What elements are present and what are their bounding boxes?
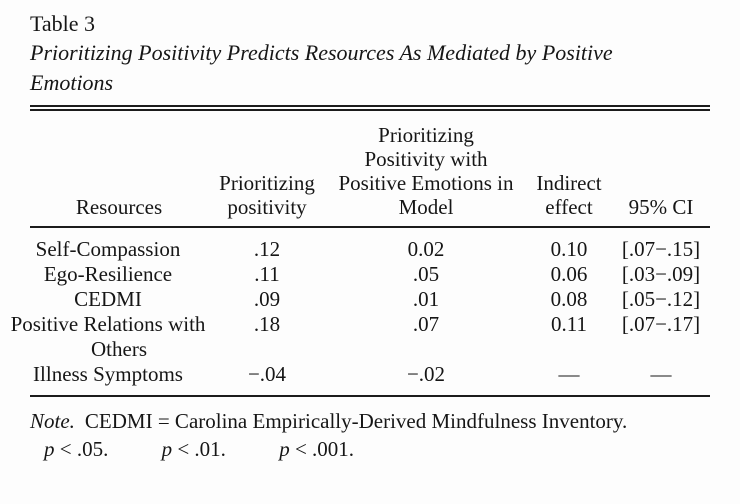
resource-cell: Positive Relations with Others (10, 312, 206, 361)
column-header-95ci: 95% CI (612, 123, 710, 227)
table-header: Resources Prioritizing positivity Priori… (30, 123, 710, 227)
column-header-label: Prioritizing Positivity with Positive Em… (338, 123, 514, 219)
top-double-rule (30, 105, 710, 111)
table-title: Prioritizing Positivity Predicts Resourc… (30, 40, 613, 95)
value-cell: 0.08 (550, 287, 588, 311)
table-row: Illness Symptoms −.04 −.02 — — (30, 362, 710, 396)
value-cell: .11 (254, 262, 280, 286)
value-cell: .18 (253, 312, 281, 336)
value-cell: .01 (412, 287, 440, 311)
p-threshold: < .001. (294, 437, 355, 461)
table-row: Self-Compassion .12 0.02 0.10 [.07−.15] (30, 227, 710, 262)
p-symbol: p (279, 437, 290, 461)
value-cell: 0.10 (550, 237, 588, 261)
column-header-indirect-effect: Indirect effect (526, 123, 612, 227)
column-header-label: Indirect effect (536, 171, 602, 219)
results-table: Resources Prioritizing positivity Priori… (10, 123, 710, 397)
value-cell: 0.06 (550, 262, 588, 286)
resource-cell: Ego-Resilience (43, 262, 173, 286)
column-header-label: Resources (75, 195, 163, 219)
column-header-resources: Resources (30, 123, 208, 227)
column-header-prioritizing-positivity: Prioritizing positivity (208, 123, 326, 227)
ci-cell: [.07−.15] (621, 237, 701, 261)
value-cell: .09 (253, 287, 281, 311)
resource-cell: Self-Compassion (35, 237, 181, 261)
significance-line: p < .05. p < .01. p < .001. (30, 435, 710, 463)
p-symbol: p (161, 437, 173, 461)
ci-cell: [.05−.12] (621, 287, 701, 311)
value-cell: 0.02 (407, 237, 445, 261)
header-row: Resources Prioritizing positivity Priori… (30, 123, 710, 227)
resource-cell: CEDMI (74, 287, 142, 311)
table-row: Ego-Resilience .11 .05 0.06 [.03−.09] (30, 262, 710, 287)
table-row: Positive Relations with Others .18 .07 0… (10, 312, 710, 362)
significance-item: p < .05. (44, 437, 108, 461)
table-row: CEDMI .09 .01 0.08 [.05−.12] (30, 287, 710, 312)
note-label: Note. (30, 409, 75, 433)
ci-cell: [.03−.09] (621, 262, 701, 286)
p-threshold: < .01. (177, 437, 226, 461)
p-threshold: < .05. (59, 437, 109, 461)
resource-cell: Illness Symptoms (33, 362, 183, 386)
value-cell: .07 (412, 312, 440, 336)
value-cell: −.02 (406, 362, 446, 386)
paper-page: Table 3 Prioritizing Positivity Predicts… (10, 11, 710, 463)
table-body: Self-Compassion .12 0.02 0.10 [.07−.15] … (10, 227, 710, 396)
value-cell: −.04 (247, 362, 287, 386)
significance-item: p < .01. (162, 437, 226, 461)
value-cell: 0.11 (551, 312, 587, 336)
p-symbol: p (44, 437, 55, 461)
column-header-pp-with-pe-in-model: Prioritizing Positivity with Positive Em… (326, 123, 526, 227)
column-header-label: 95% CI (628, 195, 694, 219)
significance-item: p < .001. (279, 437, 354, 461)
note-text: CEDMI = Carolina Empirically-Derived Min… (84, 409, 628, 433)
value-cell: — (558, 362, 580, 386)
table-note: Note. CEDMI = Carolina Empirically-Derive… (30, 407, 710, 435)
ci-cell: — (650, 362, 672, 386)
value-cell: .05 (412, 262, 440, 286)
ci-cell: [.07−.17] (621, 312, 701, 336)
column-header-label: Prioritizing positivity (219, 171, 315, 219)
value-cell: .12 (253, 237, 281, 261)
table-number: Table 3 (30, 11, 96, 36)
